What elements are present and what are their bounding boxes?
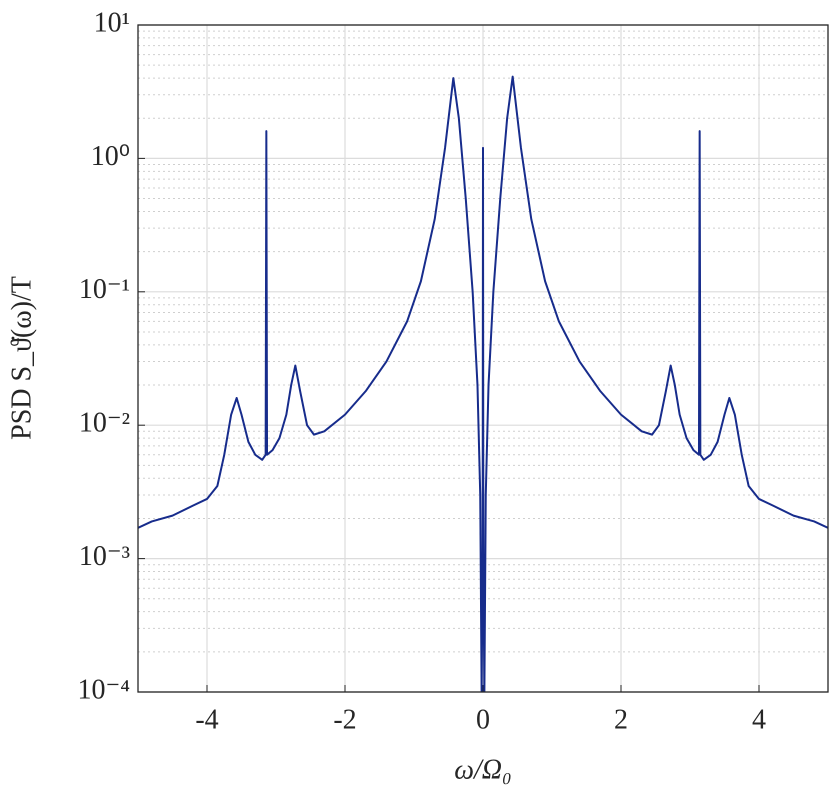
x-tick-label: 4 — [752, 704, 766, 735]
y-tick-label: 10¹ — [94, 7, 130, 38]
x-tick-label: 2 — [614, 704, 628, 735]
x-tick-label: -4 — [195, 704, 218, 735]
y-tick-label: 10⁻¹ — [79, 274, 130, 305]
y-tick-label: 10⁰ — [91, 141, 130, 172]
y-tick-label: 10⁻³ — [79, 541, 130, 572]
y-tick-label: 10⁻⁴ — [77, 674, 130, 705]
x-tick-label: 0 — [476, 704, 490, 735]
x-tick-label: -2 — [333, 704, 356, 735]
x-axis-label: ω/Ω₀ — [454, 754, 512, 785]
psd-line — [138, 75, 828, 692]
plot-frame — [137, 24, 829, 693]
y-axis-label: PSD S_ϑ̇(ω)/T — [6, 276, 37, 440]
y-tick-label: 10⁻² — [79, 408, 130, 439]
